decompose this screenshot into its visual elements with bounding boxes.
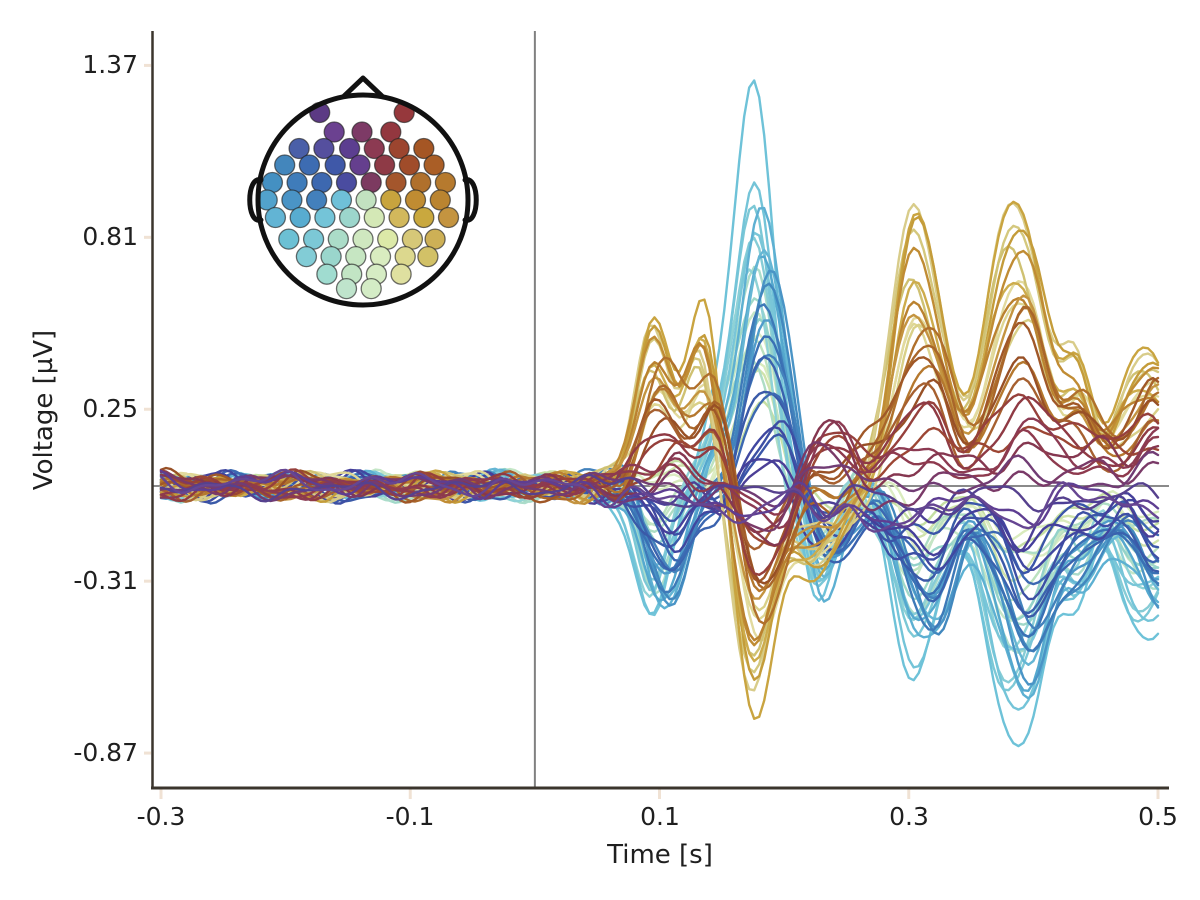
sensor-topomap-inset (247, 75, 479, 308)
y-tick-label: -0.87 (73, 738, 138, 767)
x-tick-label: -0.3 (136, 802, 186, 831)
sensor-dot (281, 189, 303, 211)
sensor-dot (345, 245, 367, 268)
sensor-dot (417, 245, 439, 268)
sensor-dot (289, 206, 311, 229)
sensor-dot (295, 245, 318, 268)
y-tick-label: -0.31 (73, 566, 138, 595)
right-ear-icon (462, 177, 479, 223)
sensor-dot (324, 154, 346, 176)
sensor-dot (264, 206, 287, 229)
sensor-dot (360, 277, 382, 300)
sensor-dot (278, 228, 300, 250)
y-axis-label: Voltage [µV] (29, 329, 59, 491)
sensor-dot (288, 137, 310, 160)
sensor-dot (385, 171, 407, 194)
sensor-dot (351, 121, 373, 143)
sensor-dot (335, 277, 358, 300)
sensor-dot (355, 189, 377, 211)
nose-icon (341, 75, 385, 99)
sensor-dot (320, 245, 342, 268)
sensor-dot (380, 189, 402, 211)
sensor-dot (360, 171, 382, 194)
y-tick-label: 1.37 (82, 50, 138, 79)
sensor-dot (413, 206, 435, 229)
x-tick-label: 0.5 (1138, 802, 1178, 831)
sensor-dot (437, 206, 460, 229)
channel-traces (159, 79, 1160, 748)
eeg-trace (159, 377, 1160, 551)
sensor-dot (373, 154, 396, 176)
sensor-dot (404, 189, 427, 211)
sensor-dot (410, 171, 432, 194)
eeg-trace (159, 473, 1160, 520)
sensor-dot (286, 171, 308, 194)
sensor-dot (434, 171, 457, 194)
sensor-dot (313, 137, 335, 160)
sensor-dot (398, 154, 421, 176)
eeg-trace (159, 450, 1160, 508)
sensor-dot (423, 154, 445, 176)
sensor-dot (335, 171, 358, 194)
y-tick-label: 0.81 (82, 222, 138, 251)
sensor-dot (349, 154, 371, 176)
y-tick-label: 0.25 (82, 394, 138, 423)
x-axis-label: Time [s] (607, 840, 713, 870)
eeg-trace (159, 428, 1160, 516)
sensor-dot (413, 137, 435, 160)
left-ear-icon (247, 177, 264, 223)
sensor-dot (338, 137, 361, 160)
sensor-dot (388, 206, 410, 229)
eeg-trace (159, 215, 1160, 681)
sensor-dot (261, 171, 284, 194)
sensor-dot (394, 245, 416, 268)
sensor-dot (369, 245, 392, 268)
sensor-dot (316, 263, 338, 285)
sensor-dot (311, 171, 333, 194)
x-tick-label: -0.1 (385, 802, 435, 831)
sensor-dot (363, 137, 385, 160)
sensor-dot (429, 189, 451, 211)
sensor-dot (388, 137, 410, 160)
sensor-dot (338, 206, 361, 229)
sensor-dot (363, 206, 385, 229)
sensor-dot (274, 154, 296, 176)
x-tick-label: 0.1 (640, 802, 680, 831)
eeg-trace (159, 395, 1160, 534)
sensor-dot (330, 189, 353, 211)
sensor-dot (390, 263, 412, 285)
sensor-dot (323, 121, 345, 143)
head-outline (255, 92, 471, 308)
sensor-dot (298, 154, 321, 176)
sensor-dot (305, 189, 328, 211)
sensor-dot (314, 206, 336, 229)
x-tick-label: 0.3 (889, 802, 929, 831)
eeg-trace (159, 468, 1160, 533)
